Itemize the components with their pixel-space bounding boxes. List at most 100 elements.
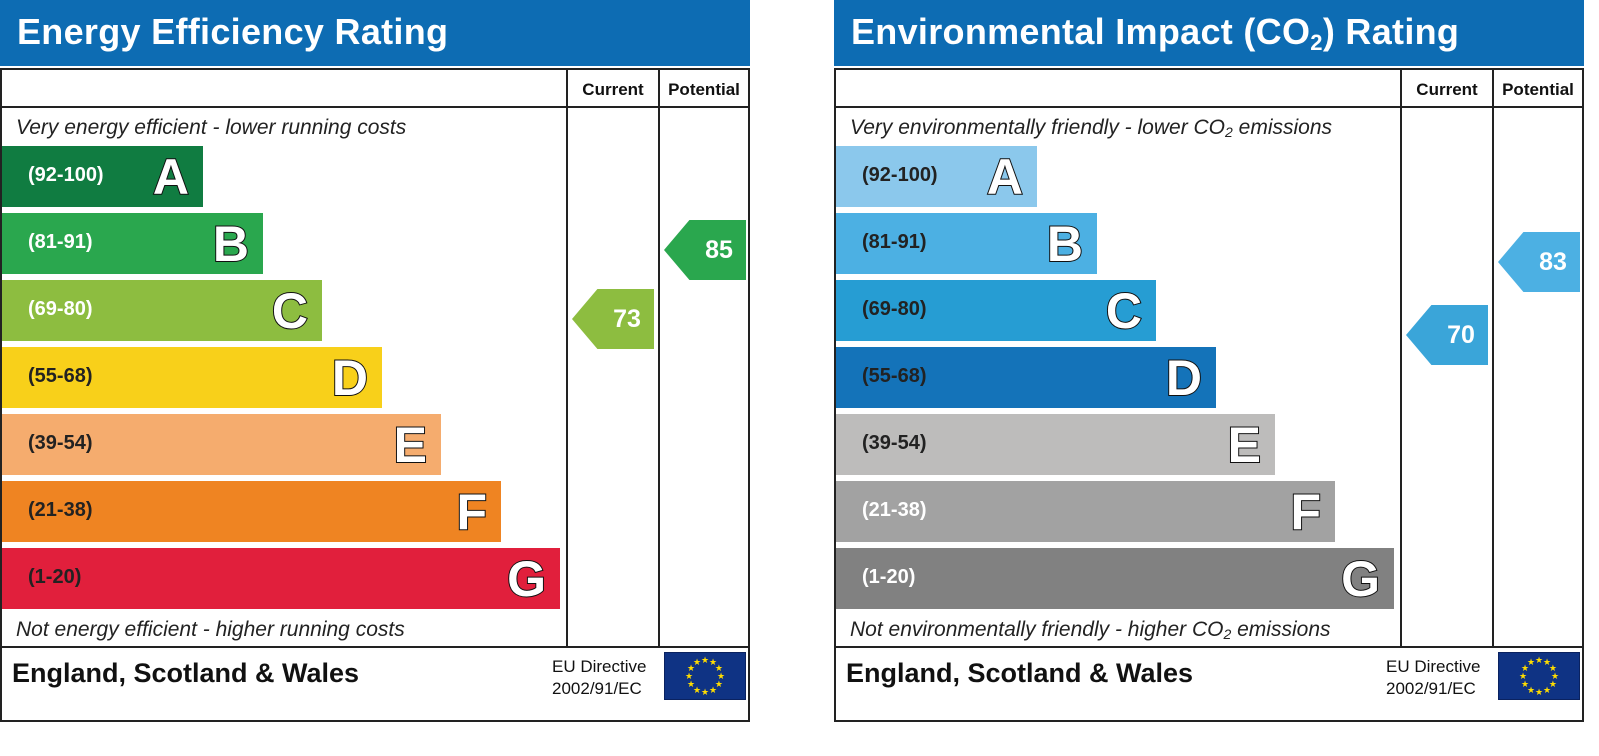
current-column-header: Current <box>1416 80 1478 99</box>
band-range-label: (21-38) <box>28 499 93 521</box>
band-letter: E <box>1227 416 1262 474</box>
band-letter: G <box>1340 550 1381 608</box>
eu-star-icon: ★ <box>693 657 701 667</box>
bottom-note: Not energy efficient - higher running co… <box>16 618 405 641</box>
eu-directive-text: EU Directive 2002/91/EC <box>552 656 646 700</box>
chart-title: Environmental Impact (CO2) Rating <box>851 11 1460 55</box>
band-range-label: (69-80) <box>28 298 93 320</box>
current-column-header: Current <box>582 80 644 99</box>
chart-title-bar: Environmental Impact (CO2) Rating <box>834 0 1584 66</box>
eu-star-icon: ★ <box>715 663 723 673</box>
column-divider <box>566 70 568 648</box>
band-range-label: (1-20) <box>28 566 82 588</box>
eu-star-icon: ★ <box>709 657 717 667</box>
band-range-label: (92-100) <box>28 164 104 186</box>
band-range-label: (1-20) <box>862 566 916 588</box>
rating-band-g: (1-20) G <box>2 548 560 609</box>
rating-band-c: (69-80) C <box>2 280 322 341</box>
region-label: England, Scotland & Wales <box>12 658 360 688</box>
rating-band-c: (69-80) C <box>836 280 1156 341</box>
rating-band-g: (1-20) G <box>836 548 1394 609</box>
eu-star-icon: ★ <box>693 685 701 695</box>
band-letter: E <box>393 416 428 474</box>
header-divider <box>836 106 1582 108</box>
eu-star-icon: ★ <box>1527 685 1535 695</box>
band-range-label: (39-54) <box>28 432 93 454</box>
chart-frame: Current Potential Very energy efficient … <box>0 68 750 722</box>
rating-band-e: (39-54) E <box>2 414 441 475</box>
current-rating-value: 70 <box>1447 321 1475 349</box>
footer-divider <box>836 646 1582 648</box>
rating-band-d: (55-68) D <box>2 347 382 408</box>
potential-rating-arrow: 83 <box>1498 232 1580 292</box>
chart-frame: Current Potential Very environmentally f… <box>834 68 1584 722</box>
band-letter: F <box>1289 483 1322 541</box>
footer-divider <box>2 646 748 648</box>
directive-line-2: 2002/91/EC <box>552 679 642 698</box>
eu-directive-text: EU Directive 2002/91/EC <box>1386 656 1480 700</box>
eu-star-icon: ★ <box>717 671 725 681</box>
eu-star-icon: ★ <box>1521 679 1529 689</box>
current-rating-value: 73 <box>613 305 641 333</box>
top-note: Very environmentally friendly - lower CO… <box>850 116 1333 140</box>
directive-line-1: EU Directive <box>552 657 647 676</box>
band-range-label: (92-100) <box>862 164 938 186</box>
energy-efficiency-chart: Energy Efficiency Rating Current Potenti… <box>0 0 750 722</box>
band-range-label: (69-80) <box>862 298 927 320</box>
band-range-label: (55-68) <box>862 365 927 387</box>
eu-star-icon: ★ <box>687 663 695 673</box>
potential-rating-value: 83 <box>1539 248 1567 276</box>
region-label: England, Scotland & Wales <box>846 658 1194 688</box>
eu-star-icon: ★ <box>685 671 693 681</box>
environmental-impact-chart: Environmental Impact (CO2) Rating Curren… <box>834 0 1584 722</box>
rating-band-b: (81-91) B <box>836 213 1097 274</box>
chart-title: Energy Efficiency Rating <box>17 11 449 52</box>
band-letter: A <box>152 148 190 206</box>
band-letter: D <box>1165 349 1203 407</box>
potential-column-header: Potential <box>668 80 740 99</box>
header-divider <box>2 106 748 108</box>
top-note: Very energy efficient - lower running co… <box>16 116 407 139</box>
band-letter: G <box>506 550 547 608</box>
column-divider <box>658 70 660 648</box>
rating-band-b: (81-91) B <box>2 213 263 274</box>
rating-band-e: (39-54) E <box>836 414 1275 475</box>
eu-star-icon: ★ <box>1519 671 1527 681</box>
band-letter: C <box>1105 282 1143 340</box>
eu-star-icon: ★ <box>715 679 723 689</box>
band-letter: B <box>212 215 250 273</box>
eu-star-icon: ★ <box>1549 679 1557 689</box>
eu-star-icon: ★ <box>687 679 695 689</box>
band-range-label: (21-38) <box>862 499 927 521</box>
eu-star-icon: ★ <box>1549 663 1557 673</box>
eu-flag-icon: ★ ★ ★ ★ ★ ★ ★ ★ ★ ★ ★ ★ <box>1498 652 1580 700</box>
eu-star-icon: ★ <box>1535 655 1543 665</box>
current-rating-arrow: 70 <box>1406 305 1488 365</box>
potential-column-header: Potential <box>1502 80 1574 99</box>
chart-title-bar: Energy Efficiency Rating <box>0 0 750 66</box>
eu-star-icon: ★ <box>1535 687 1543 697</box>
rating-band-f: (21-38) F <box>2 481 501 542</box>
band-letter: A <box>986 148 1024 206</box>
potential-rating-value: 85 <box>705 236 733 264</box>
eu-star-icon: ★ <box>709 685 717 695</box>
column-divider <box>1400 70 1402 648</box>
directive-line-2: 2002/91/EC <box>1386 679 1476 698</box>
rating-band-f: (21-38) F <box>836 481 1335 542</box>
band-range-label: (81-91) <box>28 231 93 253</box>
eu-star-icon: ★ <box>1543 685 1551 695</box>
band-letter: B <box>1046 215 1084 273</box>
band-letter: C <box>271 282 309 340</box>
band-range-label: (55-68) <box>28 365 93 387</box>
band-letter: D <box>331 349 369 407</box>
rating-band-d: (55-68) D <box>836 347 1216 408</box>
eu-star-icon: ★ <box>1527 657 1535 667</box>
eu-star-icon: ★ <box>701 687 709 697</box>
column-divider <box>1492 70 1494 648</box>
eu-star-icon: ★ <box>1521 663 1529 673</box>
band-range-label: (39-54) <box>862 432 927 454</box>
potential-rating-arrow: 85 <box>664 220 746 280</box>
rating-band-a: (92-100) A <box>836 146 1037 207</box>
band-range-label: (81-91) <box>862 231 927 253</box>
eu-flag-icon: ★ ★ ★ ★ ★ ★ ★ ★ ★ ★ ★ ★ <box>664 652 746 700</box>
